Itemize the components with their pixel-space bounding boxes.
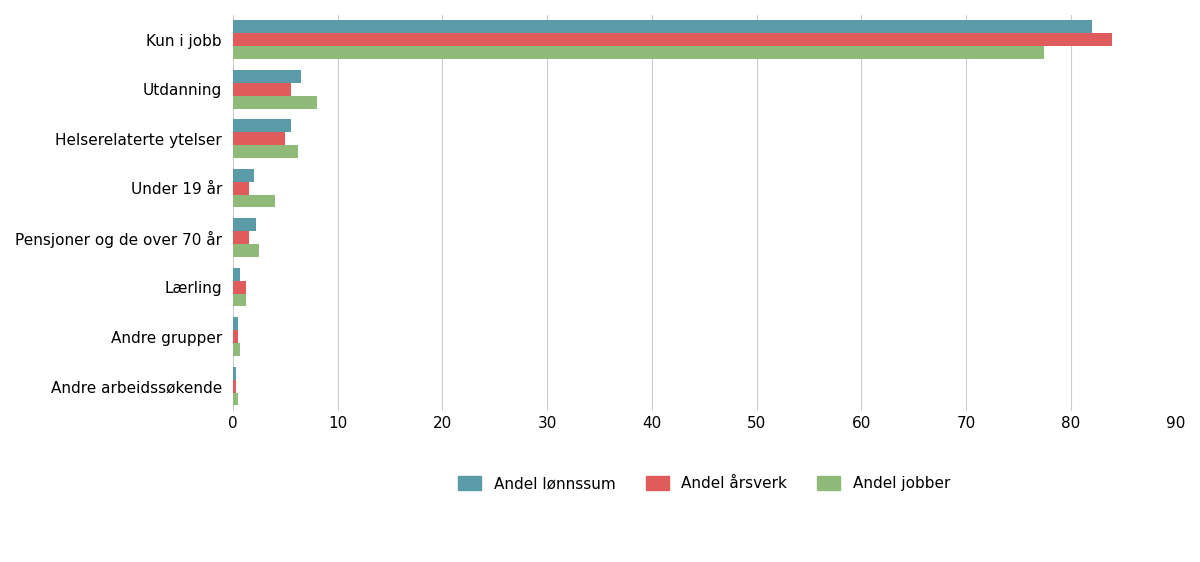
Bar	[233, 330, 239, 343]
Bar	[233, 280, 246, 293]
Bar	[233, 293, 246, 306]
Bar	[233, 20, 1092, 33]
Bar	[233, 33, 1112, 46]
Bar	[233, 380, 236, 392]
Bar	[233, 318, 239, 330]
Bar	[233, 343, 240, 356]
Bar	[233, 119, 290, 132]
Bar	[233, 244, 259, 257]
Bar	[233, 231, 248, 244]
Bar	[233, 169, 254, 182]
Bar	[233, 367, 236, 380]
Bar	[233, 70, 301, 83]
Bar	[233, 145, 298, 158]
Bar	[233, 392, 239, 405]
Bar	[233, 219, 256, 231]
Bar	[233, 194, 275, 207]
Bar	[233, 132, 286, 145]
Bar	[233, 182, 248, 194]
Bar	[233, 83, 290, 96]
Bar	[233, 96, 317, 108]
Bar	[233, 46, 1044, 59]
Bar	[233, 268, 240, 280]
Legend: Andel lønnssum, Andel årsverk, Andel jobber: Andel lønnssum, Andel årsverk, Andel job…	[452, 470, 956, 497]
